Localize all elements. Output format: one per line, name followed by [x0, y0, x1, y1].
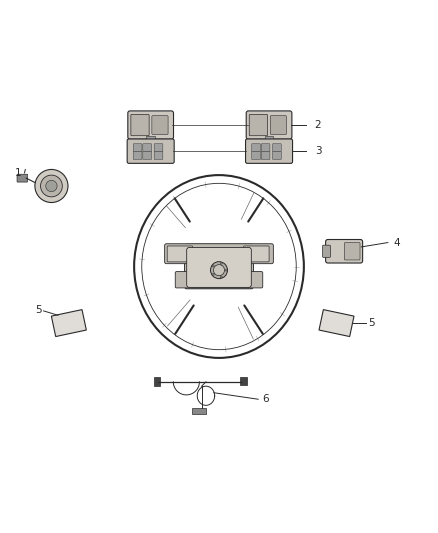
FancyBboxPatch shape — [154, 144, 163, 151]
Text: 2: 2 — [315, 120, 321, 130]
FancyBboxPatch shape — [165, 244, 273, 264]
Text: 4: 4 — [393, 238, 400, 247]
FancyBboxPatch shape — [252, 151, 260, 159]
FancyBboxPatch shape — [325, 239, 363, 263]
FancyBboxPatch shape — [128, 111, 173, 139]
FancyBboxPatch shape — [261, 144, 270, 151]
Text: 6: 6 — [262, 394, 269, 404]
Circle shape — [212, 265, 214, 267]
FancyBboxPatch shape — [270, 116, 286, 134]
FancyBboxPatch shape — [272, 144, 281, 151]
Circle shape — [212, 273, 214, 276]
Circle shape — [213, 265, 225, 276]
FancyBboxPatch shape — [131, 115, 149, 136]
FancyBboxPatch shape — [244, 246, 269, 262]
Circle shape — [35, 169, 68, 203]
Circle shape — [212, 273, 214, 276]
Circle shape — [220, 276, 222, 278]
Polygon shape — [51, 310, 86, 336]
Bar — [240, 377, 247, 385]
Circle shape — [211, 262, 227, 279]
FancyBboxPatch shape — [127, 139, 174, 163]
Text: 1: 1 — [14, 168, 21, 178]
Text: 3: 3 — [315, 146, 321, 156]
Circle shape — [225, 269, 227, 271]
FancyBboxPatch shape — [154, 151, 163, 159]
Circle shape — [41, 175, 62, 197]
FancyBboxPatch shape — [322, 245, 330, 257]
FancyBboxPatch shape — [152, 116, 168, 134]
Circle shape — [220, 262, 222, 264]
FancyBboxPatch shape — [249, 115, 268, 136]
FancyBboxPatch shape — [252, 144, 260, 151]
FancyBboxPatch shape — [133, 144, 142, 151]
FancyBboxPatch shape — [246, 111, 292, 139]
FancyBboxPatch shape — [184, 244, 254, 289]
Polygon shape — [319, 310, 354, 336]
Circle shape — [211, 262, 227, 279]
FancyBboxPatch shape — [143, 144, 152, 151]
FancyBboxPatch shape — [187, 247, 251, 287]
FancyBboxPatch shape — [246, 139, 293, 163]
FancyBboxPatch shape — [261, 151, 270, 159]
FancyBboxPatch shape — [167, 246, 193, 262]
Circle shape — [46, 180, 57, 192]
FancyBboxPatch shape — [17, 174, 28, 182]
Text: 5: 5 — [368, 318, 374, 328]
Bar — [192, 408, 206, 415]
Circle shape — [220, 276, 222, 278]
Circle shape — [213, 265, 225, 276]
Bar — [146, 136, 155, 141]
FancyBboxPatch shape — [344, 243, 360, 260]
FancyBboxPatch shape — [143, 151, 152, 159]
Circle shape — [225, 269, 227, 271]
Text: 5: 5 — [35, 305, 42, 315]
FancyBboxPatch shape — [133, 151, 142, 159]
FancyBboxPatch shape — [272, 151, 281, 159]
FancyBboxPatch shape — [175, 272, 263, 288]
Circle shape — [212, 265, 214, 267]
Circle shape — [220, 262, 222, 264]
Bar — [154, 377, 160, 386]
Bar — [265, 136, 273, 141]
